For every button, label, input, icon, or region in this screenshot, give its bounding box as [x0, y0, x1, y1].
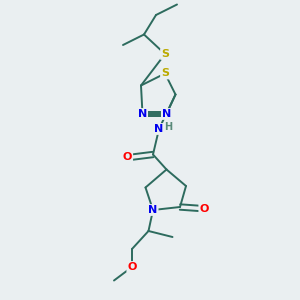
Text: H: H — [164, 122, 173, 133]
Text: N: N — [138, 109, 147, 119]
Text: O: O — [199, 203, 209, 214]
Text: S: S — [161, 49, 169, 59]
Text: N: N — [148, 205, 158, 215]
Text: S: S — [161, 68, 169, 79]
Text: N: N — [154, 124, 164, 134]
Text: N: N — [162, 109, 171, 119]
Text: O: O — [127, 262, 137, 272]
Text: O: O — [123, 152, 132, 163]
